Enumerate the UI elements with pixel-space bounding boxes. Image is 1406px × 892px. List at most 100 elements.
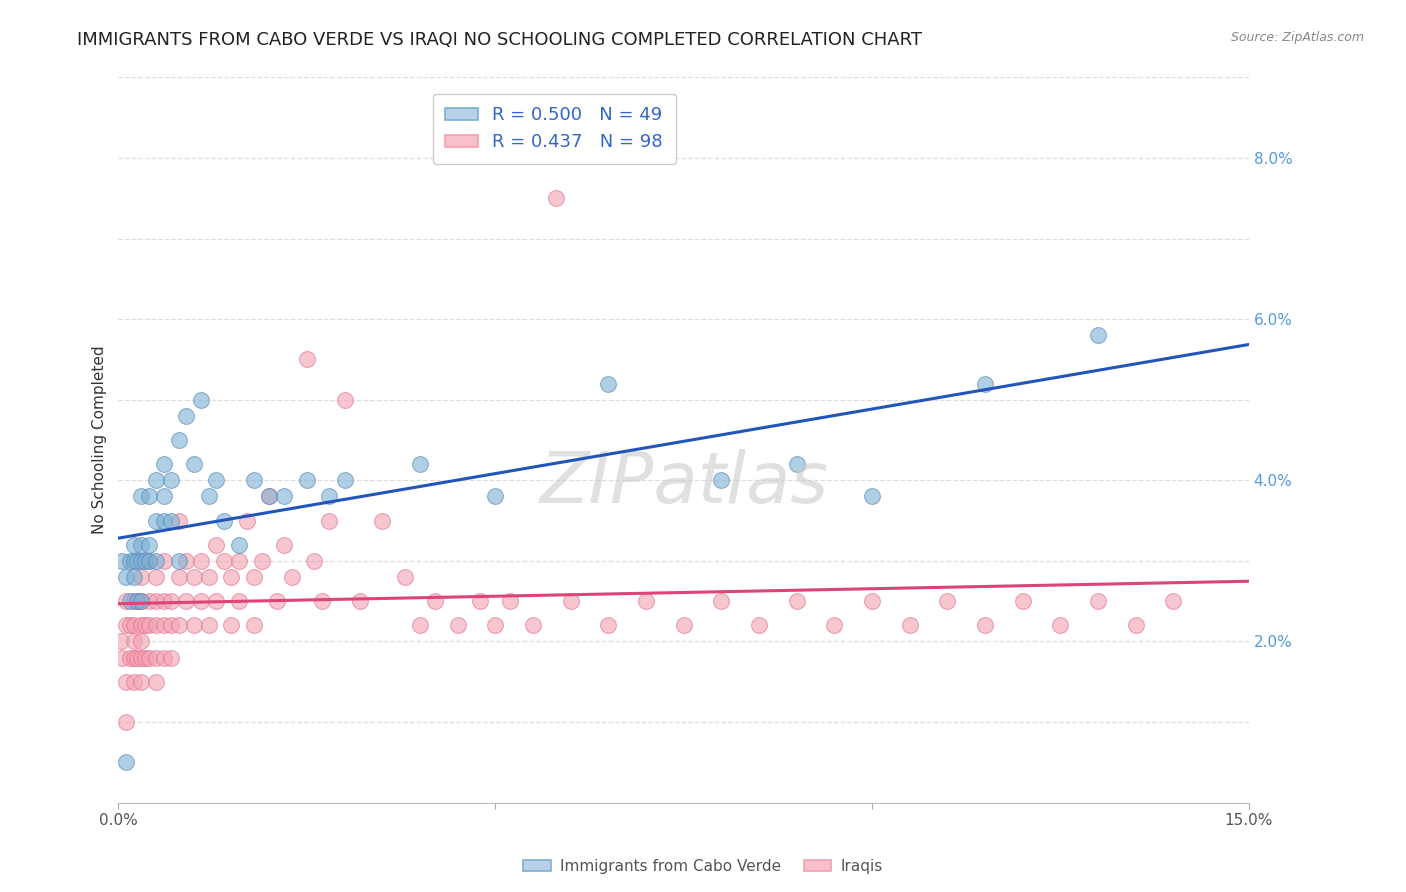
Point bbox=[145, 570, 167, 584]
Point bbox=[160, 473, 183, 487]
Point bbox=[152, 650, 174, 665]
Point bbox=[129, 489, 152, 503]
Point bbox=[1087, 594, 1109, 608]
Point bbox=[122, 650, 145, 665]
Point bbox=[273, 489, 295, 503]
Point bbox=[122, 594, 145, 608]
Point bbox=[145, 650, 167, 665]
Point bbox=[129, 594, 152, 608]
Point bbox=[115, 714, 138, 729]
Point bbox=[152, 457, 174, 471]
Point bbox=[311, 594, 333, 608]
Point bbox=[786, 594, 808, 608]
Point bbox=[167, 618, 190, 632]
Point bbox=[160, 514, 183, 528]
Point bbox=[212, 514, 235, 528]
Point bbox=[409, 618, 432, 632]
Point bbox=[138, 650, 160, 665]
Text: IMMIGRANTS FROM CABO VERDE VS IRAQI NO SCHOOLING COMPLETED CORRELATION CHART: IMMIGRANTS FROM CABO VERDE VS IRAQI NO S… bbox=[77, 31, 922, 49]
Legend: R = 0.500   N = 49, R = 0.437   N = 98: R = 0.500 N = 49, R = 0.437 N = 98 bbox=[433, 94, 675, 164]
Point bbox=[409, 457, 432, 471]
Legend: Immigrants from Cabo Verde, Iraqis: Immigrants from Cabo Verde, Iraqis bbox=[517, 853, 889, 880]
Point bbox=[167, 554, 190, 568]
Point bbox=[212, 554, 235, 568]
Point bbox=[710, 473, 733, 487]
Point bbox=[152, 618, 174, 632]
Point bbox=[295, 473, 318, 487]
Point bbox=[198, 618, 221, 632]
Point bbox=[129, 634, 152, 648]
Text: Source: ZipAtlas.com: Source: ZipAtlas.com bbox=[1230, 31, 1364, 45]
Point bbox=[228, 538, 250, 552]
Point bbox=[118, 594, 141, 608]
Point bbox=[138, 554, 160, 568]
Point bbox=[145, 514, 167, 528]
Point bbox=[127, 594, 149, 608]
Point bbox=[190, 594, 212, 608]
Point bbox=[110, 634, 132, 648]
Point bbox=[115, 618, 138, 632]
Text: ZIPatlas: ZIPatlas bbox=[538, 449, 828, 518]
Point bbox=[129, 594, 152, 608]
Point bbox=[205, 594, 228, 608]
Point bbox=[122, 618, 145, 632]
Point bbox=[129, 618, 152, 632]
Point bbox=[190, 392, 212, 407]
Point bbox=[152, 489, 174, 503]
Point bbox=[228, 554, 250, 568]
Point bbox=[127, 650, 149, 665]
Y-axis label: No Schooling Completed: No Schooling Completed bbox=[93, 346, 107, 534]
Point bbox=[138, 594, 160, 608]
Point bbox=[127, 594, 149, 608]
Point bbox=[138, 538, 160, 552]
Point bbox=[122, 538, 145, 552]
Point bbox=[333, 473, 356, 487]
Point bbox=[710, 594, 733, 608]
Point bbox=[974, 618, 997, 632]
Point bbox=[333, 392, 356, 407]
Point bbox=[111, 650, 134, 665]
Point bbox=[250, 554, 273, 568]
Point bbox=[318, 514, 340, 528]
Point bbox=[198, 570, 221, 584]
Point bbox=[134, 554, 156, 568]
Point bbox=[243, 570, 266, 584]
Point bbox=[167, 570, 190, 584]
Point bbox=[221, 570, 243, 584]
Point bbox=[522, 618, 544, 632]
Point bbox=[371, 514, 394, 528]
Point bbox=[183, 570, 205, 584]
Point bbox=[1163, 594, 1185, 608]
Point bbox=[205, 473, 228, 487]
Point bbox=[228, 594, 250, 608]
Point bbox=[598, 618, 620, 632]
Point bbox=[898, 618, 921, 632]
Point bbox=[235, 514, 257, 528]
Point bbox=[145, 473, 167, 487]
Point bbox=[145, 594, 167, 608]
Point bbox=[544, 191, 567, 205]
Point bbox=[115, 674, 138, 689]
Point bbox=[145, 674, 167, 689]
Point bbox=[860, 489, 883, 503]
Point bbox=[118, 554, 141, 568]
Point bbox=[183, 618, 205, 632]
Point bbox=[1125, 618, 1147, 632]
Point bbox=[160, 618, 183, 632]
Point bbox=[145, 618, 167, 632]
Point bbox=[174, 594, 197, 608]
Point bbox=[174, 554, 197, 568]
Point bbox=[748, 618, 770, 632]
Point bbox=[221, 618, 243, 632]
Point bbox=[129, 554, 152, 568]
Point bbox=[115, 594, 138, 608]
Point bbox=[134, 618, 156, 632]
Point bbox=[115, 756, 138, 770]
Point bbox=[122, 554, 145, 568]
Point bbox=[129, 538, 152, 552]
Point bbox=[974, 376, 997, 391]
Point bbox=[152, 514, 174, 528]
Point bbox=[470, 594, 492, 608]
Point bbox=[266, 594, 288, 608]
Point bbox=[205, 538, 228, 552]
